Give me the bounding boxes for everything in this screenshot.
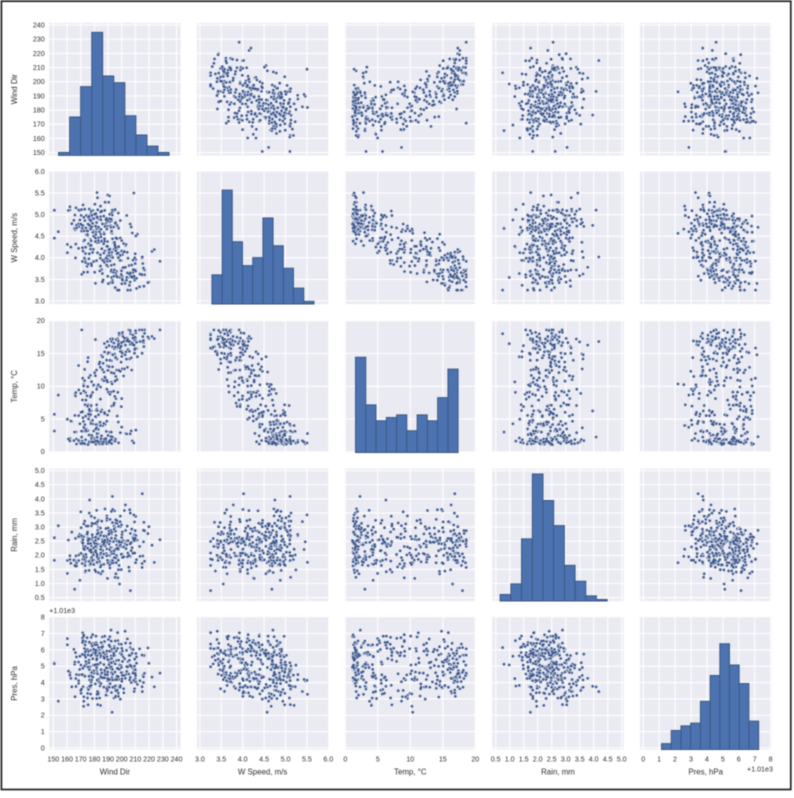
svg-text:3.5: 3.5 bbox=[35, 509, 45, 517]
svg-text:1.0: 1.0 bbox=[505, 755, 515, 763]
svg-text:5.5: 5.5 bbox=[302, 755, 312, 763]
svg-text:5: 5 bbox=[41, 416, 45, 424]
svg-text:15: 15 bbox=[37, 350, 45, 358]
svg-text:5: 5 bbox=[41, 663, 45, 671]
svg-text:6: 6 bbox=[41, 646, 45, 654]
svg-text:160: 160 bbox=[61, 755, 73, 763]
svg-text:3.0: 3.0 bbox=[195, 755, 205, 763]
svg-text:5.0: 5.0 bbox=[617, 755, 627, 763]
svg-text:Temp, °C: Temp, °C bbox=[10, 370, 19, 403]
svg-text:4.0: 4.0 bbox=[589, 755, 599, 763]
svg-text:220: 220 bbox=[33, 50, 45, 58]
svg-text:170: 170 bbox=[33, 121, 45, 129]
svg-text:6.0: 6.0 bbox=[35, 168, 45, 176]
svg-text:4.0: 4.0 bbox=[35, 254, 45, 262]
svg-text:4.0: 4.0 bbox=[35, 495, 45, 503]
svg-text:Temp, °C: Temp, °C bbox=[394, 767, 427, 776]
svg-text:20: 20 bbox=[37, 317, 45, 325]
svg-text:1: 1 bbox=[41, 728, 45, 736]
svg-text:4.0: 4.0 bbox=[238, 755, 248, 763]
svg-text:3.5: 3.5 bbox=[35, 276, 45, 284]
svg-text:3.5: 3.5 bbox=[216, 755, 226, 763]
svg-text:240: 240 bbox=[171, 755, 183, 763]
svg-text:10: 10 bbox=[37, 383, 45, 391]
svg-text:160: 160 bbox=[33, 135, 45, 143]
svg-text:5.0: 5.0 bbox=[35, 211, 45, 219]
svg-text:210: 210 bbox=[33, 64, 45, 72]
svg-text:0: 0 bbox=[41, 744, 45, 752]
svg-text:1.5: 1.5 bbox=[519, 755, 529, 763]
svg-text:3.0: 3.0 bbox=[35, 297, 45, 305]
svg-text:Pres, hPa: Pres, hPa bbox=[688, 767, 723, 776]
svg-text:230: 230 bbox=[33, 36, 45, 44]
svg-text:8: 8 bbox=[41, 614, 45, 622]
svg-text:0.5: 0.5 bbox=[35, 594, 45, 602]
svg-text:2.0: 2.0 bbox=[533, 755, 543, 763]
svg-text:180: 180 bbox=[33, 107, 45, 115]
svg-text:240: 240 bbox=[33, 22, 45, 30]
svg-text:2.5: 2.5 bbox=[35, 538, 45, 546]
svg-text:Wind Dir: Wind Dir bbox=[10, 74, 19, 105]
svg-text:4.5: 4.5 bbox=[603, 755, 613, 763]
svg-text:190: 190 bbox=[102, 755, 114, 763]
svg-text:20: 20 bbox=[471, 755, 479, 763]
svg-text:6.0: 6.0 bbox=[323, 755, 333, 763]
svg-text:200: 200 bbox=[33, 78, 45, 86]
svg-text:2.0: 2.0 bbox=[35, 552, 45, 560]
svg-text:1: 1 bbox=[657, 755, 661, 763]
svg-text:4.5: 4.5 bbox=[35, 481, 45, 489]
svg-text:0: 0 bbox=[343, 755, 347, 763]
svg-text:15: 15 bbox=[439, 755, 447, 763]
svg-text:Pres, hPa: Pres, hPa bbox=[10, 665, 19, 700]
svg-text:2.5: 2.5 bbox=[547, 755, 557, 763]
svg-text:150: 150 bbox=[47, 755, 59, 763]
svg-text:+1.01e3: +1.01e3 bbox=[49, 607, 75, 615]
svg-text:170: 170 bbox=[75, 755, 87, 763]
svg-text:1.5: 1.5 bbox=[35, 566, 45, 574]
svg-text:4: 4 bbox=[41, 679, 45, 687]
svg-text:7: 7 bbox=[41, 630, 45, 638]
svg-text:W Speed, m/s: W Speed, m/s bbox=[10, 213, 19, 263]
svg-text:4.5: 4.5 bbox=[259, 755, 269, 763]
svg-text:7: 7 bbox=[753, 755, 757, 763]
svg-text:3: 3 bbox=[41, 695, 45, 703]
svg-text:Rain, mm: Rain, mm bbox=[541, 767, 575, 776]
svg-text:5: 5 bbox=[376, 755, 380, 763]
svg-text:6: 6 bbox=[737, 755, 741, 763]
svg-text:5.0: 5.0 bbox=[35, 467, 45, 475]
svg-text:3.0: 3.0 bbox=[35, 524, 45, 532]
svg-text:150: 150 bbox=[33, 149, 45, 157]
svg-text:Wind Dir: Wind Dir bbox=[100, 767, 131, 776]
svg-text:0.5: 0.5 bbox=[491, 755, 501, 763]
svg-text:4: 4 bbox=[705, 755, 709, 763]
svg-text:8: 8 bbox=[769, 755, 773, 763]
svg-text:0: 0 bbox=[641, 755, 645, 763]
svg-text:0: 0 bbox=[41, 448, 45, 456]
svg-text:5.5: 5.5 bbox=[35, 190, 45, 198]
svg-text:3: 3 bbox=[689, 755, 693, 763]
svg-text:4.5: 4.5 bbox=[35, 233, 45, 241]
svg-text:5.0: 5.0 bbox=[281, 755, 291, 763]
svg-text:210: 210 bbox=[129, 755, 141, 763]
svg-text:W Speed, m/s: W Speed, m/s bbox=[238, 767, 288, 776]
svg-text:180: 180 bbox=[88, 755, 100, 763]
svg-text:+1.01e3: +1.01e3 bbox=[747, 766, 773, 774]
svg-text:1.0: 1.0 bbox=[35, 580, 45, 588]
svg-text:190: 190 bbox=[33, 92, 45, 100]
svg-text:5: 5 bbox=[721, 755, 725, 763]
svg-text:3.0: 3.0 bbox=[561, 755, 571, 763]
svg-text:2: 2 bbox=[41, 712, 45, 720]
svg-text:10: 10 bbox=[406, 755, 414, 763]
svg-text:Rain, mm: Rain, mm bbox=[10, 518, 19, 552]
svg-text:200: 200 bbox=[116, 755, 128, 763]
svg-text:2: 2 bbox=[673, 755, 677, 763]
svg-text:230: 230 bbox=[157, 755, 169, 763]
svg-text:220: 220 bbox=[143, 755, 155, 763]
svg-text:3.5: 3.5 bbox=[575, 755, 585, 763]
